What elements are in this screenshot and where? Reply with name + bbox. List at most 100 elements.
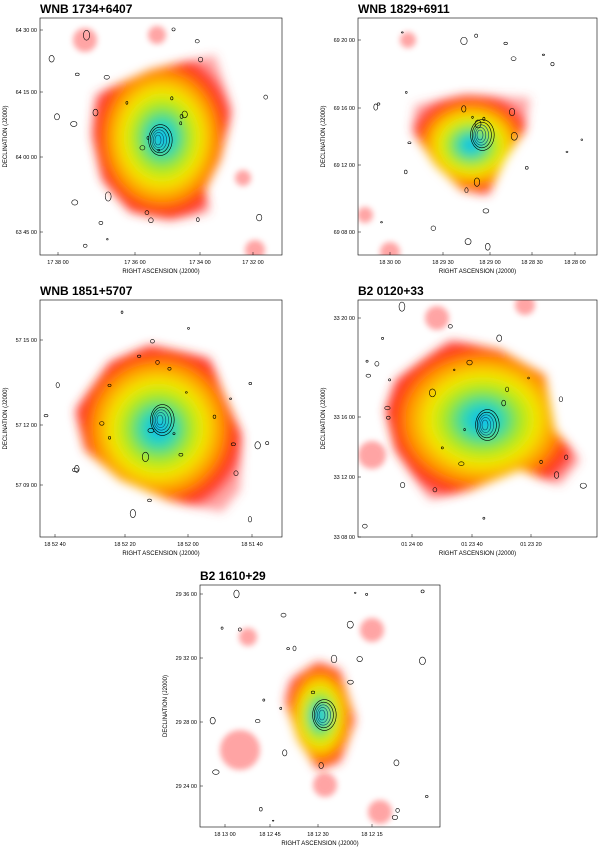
y-tick-label: 29 24 00	[176, 784, 197, 790]
contour	[108, 435, 111, 440]
contour	[150, 339, 155, 344]
contour	[419, 656, 426, 665]
y-tick-label: 29 28 00	[176, 720, 197, 726]
contour	[347, 679, 354, 685]
contour	[400, 482, 406, 489]
contour	[373, 103, 379, 111]
y-tick-label: 57 15 00	[16, 338, 37, 344]
x-axis-label: RIGHT ASCENSION (J2000)	[281, 841, 358, 847]
panel-title: WNB 1734+6407	[40, 2, 133, 16]
x-tick-label: 18 52 40	[44, 542, 65, 548]
contour	[157, 148, 161, 152]
contour	[146, 136, 150, 140]
contour	[315, 704, 331, 726]
contour	[74, 465, 80, 473]
x-tick-label: 18 30 00	[379, 260, 400, 266]
contour	[137, 354, 142, 358]
contour	[147, 498, 152, 502]
emission	[412, 95, 530, 195]
contour	[187, 327, 190, 330]
faint-emission	[515, 300, 535, 315]
y-tick-label: 33 20 00	[334, 316, 355, 322]
x-tick-label: 17 34 00	[189, 260, 210, 266]
x-tick-label: 18 28 30	[521, 260, 542, 266]
contour	[496, 334, 503, 342]
contour	[71, 199, 79, 206]
contour	[464, 238, 472, 245]
y-tick-label: 57 09 00	[16, 483, 37, 489]
contour	[178, 453, 184, 457]
x-tick-label: 18 28 00	[564, 260, 585, 266]
contour	[464, 187, 469, 194]
contour	[400, 31, 404, 34]
faint-emission	[245, 240, 265, 255]
contour	[155, 360, 160, 365]
frame	[39, 17, 283, 256]
y-axis-label: DECLINATION (J2000)	[3, 388, 9, 450]
contour	[565, 150, 569, 153]
x-tick-label: 18 52 20	[114, 542, 135, 548]
contour	[194, 39, 200, 44]
panel: WNB 1734+6407 17 38 00 17 36 00 17 34 00 17 …	[3, 2, 283, 275]
contour	[474, 33, 478, 38]
y-tick-label: 33 12 00	[334, 475, 355, 481]
y-tick-label: 64 15 00	[16, 90, 37, 96]
x-tick-label: 01 24 00	[401, 542, 422, 548]
faint-emission	[73, 28, 97, 52]
contour	[475, 409, 500, 441]
x-tick-label: 17 36 00	[124, 260, 145, 266]
faint-emission	[368, 800, 392, 824]
faint-emission	[235, 170, 251, 186]
contour	[125, 100, 129, 105]
contour	[279, 706, 283, 710]
contour	[482, 116, 486, 121]
contour	[318, 762, 324, 769]
contour	[430, 225, 436, 231]
frame	[39, 299, 283, 538]
contour	[103, 75, 110, 80]
contour	[407, 141, 412, 145]
y-axis-label: DECLINATION (J2000)	[321, 388, 327, 450]
frame	[357, 299, 598, 538]
image	[358, 300, 587, 529]
faint-emission	[358, 441, 386, 469]
emission	[385, 340, 580, 500]
contour	[144, 210, 150, 215]
x-axis-label: RIGHT ASCENSION (J2000)	[122, 551, 199, 557]
contour	[150, 404, 175, 436]
y-tick-label: 64 30 00	[16, 28, 37, 34]
contour	[170, 96, 174, 101]
frame	[357, 17, 598, 256]
x-tick-label: 01 23 20	[520, 542, 541, 548]
contour	[153, 409, 169, 431]
contour	[149, 126, 170, 154]
contour	[503, 41, 508, 46]
contour	[453, 368, 456, 371]
panel-title: WNB 1829+6911	[358, 2, 450, 16]
faint-emission	[148, 26, 166, 44]
contour	[255, 719, 261, 724]
contour	[405, 91, 408, 94]
contour	[404, 169, 408, 175]
contour	[482, 516, 486, 520]
contour	[425, 795, 429, 798]
contour	[524, 166, 529, 170]
x-axis-label: RIGHT ASCENSION (J2000)	[439, 551, 516, 557]
x-tick-label: 18 29 00	[479, 260, 500, 266]
contour	[286, 647, 290, 651]
y-tick-label: 69 16 00	[334, 106, 355, 112]
contour	[485, 243, 491, 251]
x-axis-label: RIGHT ASCENSION (J2000)	[122, 269, 199, 275]
contour	[580, 138, 583, 141]
contour	[272, 819, 275, 822]
contour	[564, 454, 569, 460]
contour	[391, 814, 398, 820]
contour	[148, 217, 154, 223]
contour	[376, 102, 381, 106]
contour	[83, 30, 90, 41]
x-tick-label: 18 51 40	[241, 542, 262, 548]
x-tick-label: 17 38 00	[47, 260, 68, 266]
x-tick-label: 17 32 00	[242, 260, 263, 266]
contour	[233, 470, 239, 476]
